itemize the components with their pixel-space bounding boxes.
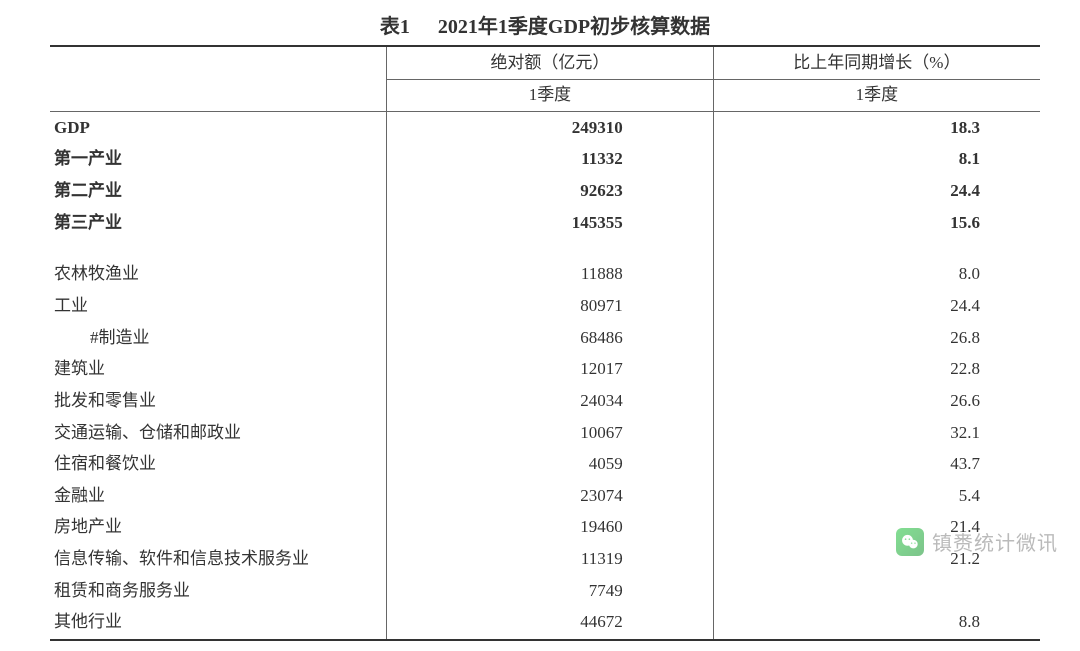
row-amount: 19460 <box>387 512 714 544</box>
table-row: 工业8097124.4 <box>50 290 1040 322</box>
row-growth: 24.4 <box>713 176 1040 208</box>
table-row: 其他行业446728.8 <box>50 607 1040 640</box>
row-amount: 4059 <box>387 449 714 481</box>
row-label: 住宿和餐饮业 <box>50 449 387 481</box>
row-growth: 18.3 <box>713 112 1040 144</box>
row-amount: 11332 <box>387 144 714 176</box>
table-row: 农林牧渔业118888.0 <box>50 259 1040 291</box>
row-label: 第三产业 <box>50 207 387 239</box>
header-amount: 绝对额（亿元） <box>387 46 714 79</box>
row-label: 批发和零售业 <box>50 385 387 417</box>
row-growth: 22.8 <box>713 354 1040 386</box>
row-label: 第二产业 <box>50 176 387 208</box>
row-growth: 32.1 <box>713 417 1040 449</box>
row-growth: 8.8 <box>713 607 1040 640</box>
row-amount: 11888 <box>387 259 714 291</box>
row-growth: 8.0 <box>713 259 1040 291</box>
row-growth: 15.6 <box>713 207 1040 239</box>
row-growth: 26.8 <box>713 322 1040 354</box>
row-label: 农林牧渔业 <box>50 259 387 291</box>
row-amount: 12017 <box>387 354 714 386</box>
row-amount: 68486 <box>387 322 714 354</box>
row-label: 工业 <box>50 290 387 322</box>
row-label: 金融业 <box>50 480 387 512</box>
table-row: 住宿和餐饮业405943.7 <box>50 449 1040 481</box>
table-row: 批发和零售业2403426.6 <box>50 385 1040 417</box>
table-row: 第二产业9262324.4 <box>50 176 1040 208</box>
row-label: 第一产业 <box>50 144 387 176</box>
row-amount: 44672 <box>387 607 714 640</box>
row-growth: 26.6 <box>713 385 1040 417</box>
row-label: 建筑业 <box>50 354 387 386</box>
table-row: 交通运输、仓储和邮政业1006732.1 <box>50 417 1040 449</box>
row-growth <box>713 575 1040 607</box>
row-label: 信息传输、软件和信息技术服务业 <box>50 544 387 576</box>
table-row: GDP24931018.3 <box>50 112 1040 144</box>
spacer-row <box>50 239 1040 259</box>
row-label: 其他行业 <box>50 607 387 640</box>
table-row: 信息传输、软件和信息技术服务业1131921.2 <box>50 544 1040 576</box>
title-main: 2021年1季度GDP初步核算数据 <box>438 16 710 38</box>
row-amount: 23074 <box>387 480 714 512</box>
watermark: 镇赉统计微讯 <box>896 527 1058 556</box>
wechat-icon <box>896 528 924 556</box>
watermark-text: 镇赉统计微讯 <box>932 527 1058 556</box>
row-growth: 8.1 <box>713 144 1040 176</box>
row-label: 交通运输、仓储和邮政业 <box>50 417 387 449</box>
row-amount: 145355 <box>387 207 714 239</box>
row-amount: 24034 <box>387 385 714 417</box>
row-amount: 92623 <box>387 176 714 208</box>
row-growth: 43.7 <box>713 449 1040 481</box>
header-sub-amount: 1季度 <box>387 79 714 112</box>
row-amount: 80971 <box>387 290 714 322</box>
table-row: 房地产业1946021.4 <box>50 512 1040 544</box>
table-row: 第一产业113328.1 <box>50 144 1040 176</box>
row-growth: 5.4 <box>713 480 1040 512</box>
row-label: 房地产业 <box>50 512 387 544</box>
title-prefix: 表1 <box>380 16 410 38</box>
header-sub-growth: 1季度 <box>713 79 1040 112</box>
row-label: #制造业 <box>50 322 387 354</box>
header-empty <box>50 46 387 112</box>
row-label: GDP <box>50 112 387 144</box>
row-amount: 249310 <box>387 112 714 144</box>
gdp-table: 绝对额（亿元） 比上年同期增长（%） 1季度 1季度 GDP24931018.3… <box>50 45 1040 641</box>
row-amount: 10067 <box>387 417 714 449</box>
row-label: 租赁和商务服务业 <box>50 575 387 607</box>
row-amount: 7749 <box>387 575 714 607</box>
table-row: #制造业6848626.8 <box>50 322 1040 354</box>
table-row: 租赁和商务服务业7749 <box>50 575 1040 607</box>
table-row: 金融业230745.4 <box>50 480 1040 512</box>
table-title: 表1 2021年1季度GDP初步核算数据 <box>50 10 1040 39</box>
header-growth: 比上年同期增长（%） <box>713 46 1040 79</box>
row-growth: 24.4 <box>713 290 1040 322</box>
table-row: 第三产业14535515.6 <box>50 207 1040 239</box>
row-amount: 11319 <box>387 544 714 576</box>
table-row: 建筑业1201722.8 <box>50 354 1040 386</box>
table-body: GDP24931018.3第一产业113328.1第二产业9262324.4第三… <box>50 112 1040 640</box>
